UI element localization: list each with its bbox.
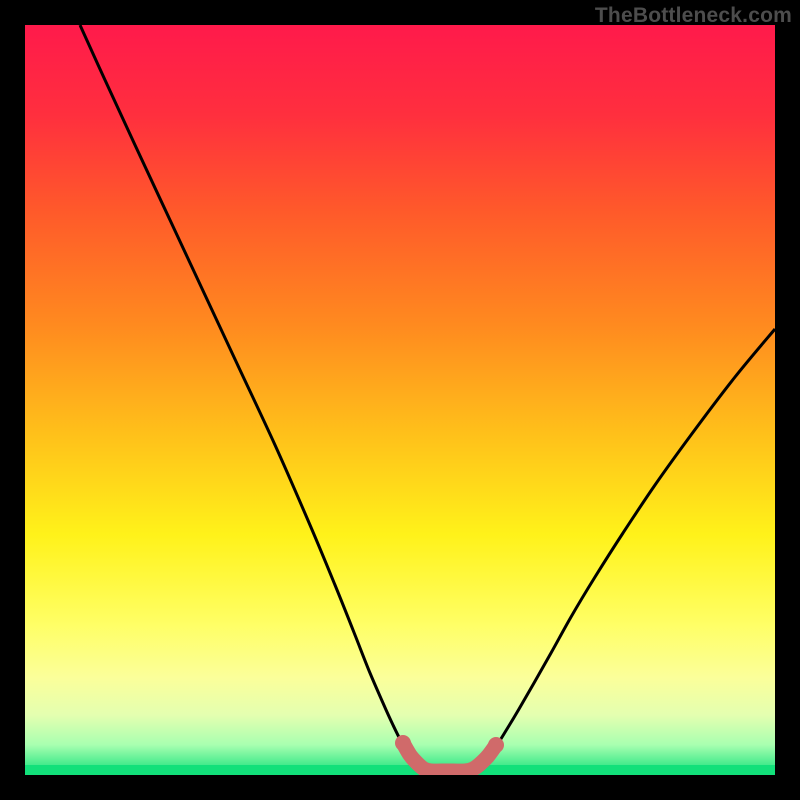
gradient-background [25,25,775,775]
chart-frame: TheBottleneck.com [0,0,800,800]
highlight-endcap-dot [488,737,504,753]
bottom-green-strip [25,765,775,775]
highlight-endcap-dot [395,735,411,751]
bottleneck-chart [25,25,775,775]
